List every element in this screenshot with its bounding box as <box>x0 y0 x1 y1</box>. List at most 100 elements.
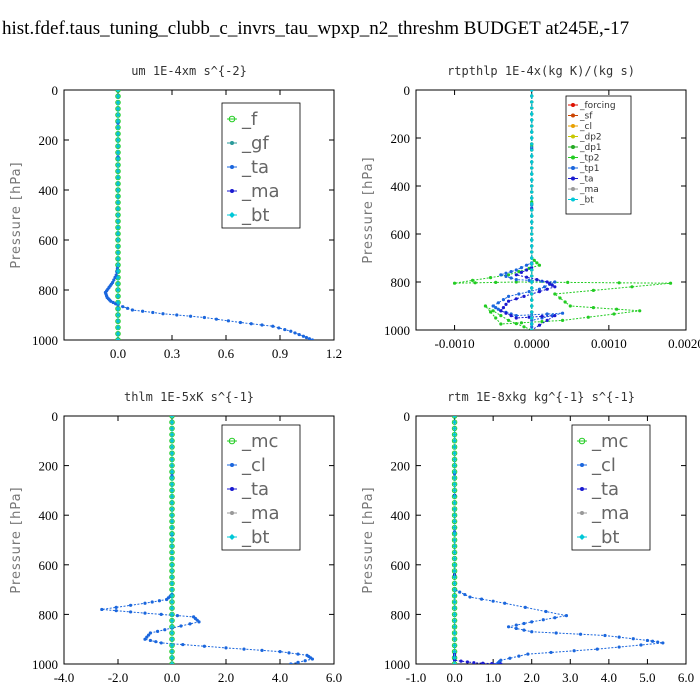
data-point <box>115 331 121 336</box>
data-point <box>517 292 521 296</box>
data-point <box>459 659 463 663</box>
data-point <box>287 651 291 655</box>
data-point <box>452 513 457 518</box>
legend-marker <box>229 212 235 218</box>
data-point <box>504 311 508 315</box>
data-point <box>115 337 121 340</box>
data-point <box>553 314 557 318</box>
data-point <box>249 322 253 326</box>
data-point <box>115 275 121 280</box>
y-tick-label: 800 <box>391 607 411 622</box>
data-point <box>560 311 565 315</box>
data-point <box>544 609 548 614</box>
data-point <box>530 232 534 236</box>
plot-frame <box>63 89 335 341</box>
data-point <box>504 274 508 278</box>
data-point <box>564 614 569 618</box>
data-point <box>537 290 542 294</box>
chart-title: thlm 1E-5xK s^{-1} <box>124 390 254 404</box>
page-title: hist.fdef.taus_tuning_clubb_c_invrs_tau_… <box>2 18 630 39</box>
data-point <box>638 309 642 313</box>
data-point <box>470 278 475 282</box>
data-point <box>115 231 121 236</box>
data-point <box>481 661 485 664</box>
data-point <box>188 622 192 626</box>
series-line <box>104 90 313 340</box>
data-point <box>224 646 228 650</box>
data-point <box>141 309 145 313</box>
data-point <box>169 544 175 549</box>
legend-entry: _f <box>241 109 258 130</box>
data-point <box>202 644 206 648</box>
data-point <box>530 142 534 146</box>
legend-marker <box>571 197 575 202</box>
data-point <box>169 519 175 524</box>
legend-box <box>221 102 301 229</box>
x-tick-label: 0.0 <box>446 670 462 685</box>
data-point <box>524 268 529 272</box>
data-point <box>169 416 175 419</box>
data-point <box>540 320 544 324</box>
data-point <box>535 261 539 265</box>
data-point <box>530 148 534 152</box>
legend-entry: _tp2 <box>579 154 599 164</box>
x-tick-label: 1.0 <box>485 670 501 685</box>
y-tick-label: 400 <box>39 508 59 523</box>
series-bt <box>169 416 175 664</box>
data-point <box>169 655 175 660</box>
legend-entry: _dp2 <box>579 133 602 143</box>
data-point <box>532 258 536 262</box>
data-point <box>451 416 458 419</box>
y-tick-label: 1000 <box>384 657 410 672</box>
data-point <box>260 648 264 652</box>
data-point <box>514 623 518 627</box>
data-point <box>530 280 534 284</box>
data-point <box>151 310 155 315</box>
chart-title: rtm 1E-8xkg kg^{-1} s^{-1} <box>447 390 635 404</box>
series-bt <box>115 90 121 340</box>
data-point <box>530 620 534 624</box>
data-point <box>115 262 121 268</box>
x-tick-label: 4.0 <box>272 670 288 685</box>
legend-marker <box>230 511 234 515</box>
y-tick-label: 200 <box>391 459 411 474</box>
data-point <box>202 315 206 320</box>
y-tick-label: 200 <box>391 131 411 146</box>
legend-marker <box>230 141 234 145</box>
data-point <box>617 645 621 649</box>
data-point <box>169 562 175 567</box>
data-point <box>530 118 534 122</box>
legend-box <box>221 424 301 551</box>
data-point <box>506 625 511 629</box>
legend-entry: _dp1 <box>579 143 602 153</box>
x-tick-label: 0.0020 <box>668 336 700 351</box>
legend: _mc _cl _ta _ma _bt <box>571 424 651 551</box>
data-point <box>452 463 457 468</box>
data-point <box>545 280 549 284</box>
data-point <box>530 202 534 206</box>
data-point <box>519 270 524 274</box>
data-point <box>524 263 529 267</box>
data-point <box>115 187 121 193</box>
data-point <box>566 280 570 284</box>
data-point <box>514 268 518 272</box>
data-point <box>169 581 175 586</box>
data-point <box>530 94 534 98</box>
data-point <box>541 618 545 622</box>
data-point <box>148 638 152 643</box>
data-point <box>169 643 175 648</box>
data-point <box>530 184 534 188</box>
data-point <box>452 612 457 617</box>
data-point <box>169 661 175 664</box>
data-point <box>169 420 175 425</box>
data-point <box>169 487 175 494</box>
data-point <box>499 662 503 664</box>
data-point <box>115 212 121 218</box>
data-point <box>181 642 185 647</box>
data-point <box>530 100 534 104</box>
y-tick-label: 600 <box>391 227 411 242</box>
data-point <box>595 647 599 651</box>
data-point <box>169 556 175 561</box>
data-point <box>503 601 507 605</box>
data-point <box>452 630 457 636</box>
